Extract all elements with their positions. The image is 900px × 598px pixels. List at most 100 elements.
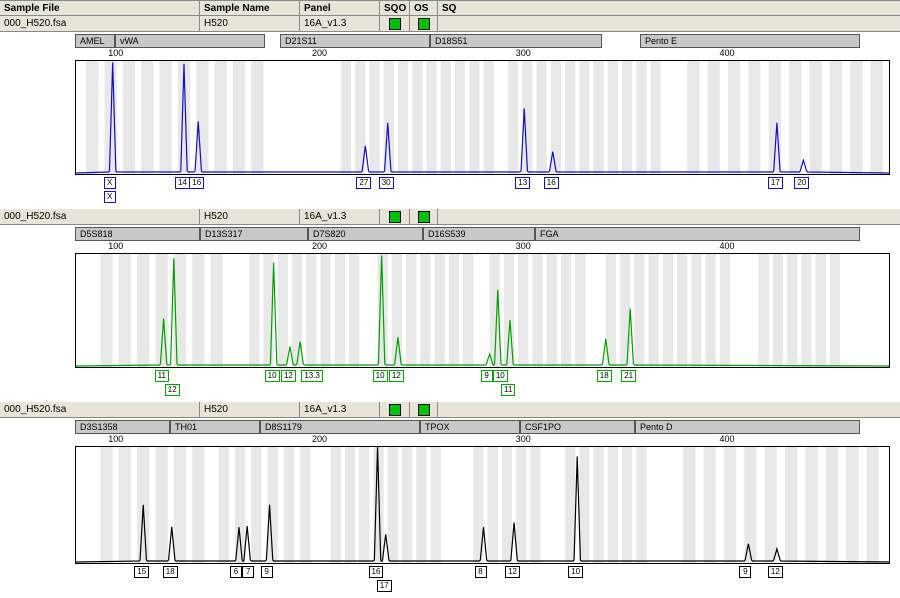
- allele-bin-band: [160, 61, 172, 175]
- allele-call-box[interactable]: 12: [505, 566, 520, 578]
- allele-call-box[interactable]: 18: [597, 370, 612, 382]
- trace-svg: [76, 61, 890, 175]
- allele-bin-band: [426, 61, 436, 175]
- allele-call-box[interactable]: 16: [189, 177, 204, 189]
- allele-call-box[interactable]: 16: [544, 177, 559, 189]
- allele-call-row: 1518679161781210912: [75, 564, 890, 592]
- allele-bin-band: [748, 61, 760, 175]
- allele-call-box[interactable]: 13: [515, 177, 530, 189]
- allele-call-box[interactable]: 12: [389, 370, 404, 382]
- allele-call-box[interactable]: 8: [475, 566, 487, 578]
- x-tick-label: 400: [719, 241, 734, 251]
- allele-call-box[interactable]: 17: [377, 580, 392, 592]
- sample-name-cell: H520: [200, 402, 300, 417]
- allele-bin-band: [636, 447, 646, 564]
- allele-call-box[interactable]: 10: [265, 370, 280, 382]
- allele-bin-band: [402, 447, 412, 564]
- x-axis-ticks: 100200300400: [75, 48, 890, 60]
- allele-bin-band: [561, 254, 571, 368]
- allele-call-box[interactable]: 12: [768, 566, 783, 578]
- allele-call-box[interactable]: 10: [373, 370, 388, 382]
- allele-call-box[interactable]: 11: [501, 384, 515, 396]
- marker-label-row: AMELvWAD21S11D18S51Pento E: [0, 32, 900, 48]
- allele-call-box[interactable]: 20: [794, 177, 809, 189]
- allele-call-box[interactable]: 9: [739, 566, 751, 578]
- allele-bin-band: [192, 254, 204, 368]
- allele-bin-band: [691, 254, 701, 368]
- os-cell: [410, 402, 438, 417]
- allele-bin-band: [867, 447, 879, 564]
- allele-bin-band: [759, 254, 769, 368]
- allele-call-box[interactable]: 13.3: [301, 370, 323, 382]
- header-sq: SQ: [438, 1, 462, 15]
- marker-label: D5S818: [75, 227, 200, 241]
- header-spacer: [462, 1, 900, 15]
- allele-call-box[interactable]: 10: [568, 566, 583, 578]
- electropherogram-panel: 000_H520.fsaH52016A_v1.3AMELvWAD21S11D18…: [0, 16, 900, 203]
- allele-bin-band: [141, 61, 153, 175]
- status-indicator-icon: [418, 18, 430, 30]
- allele-call-box[interactable]: 11: [155, 370, 169, 382]
- os-cell: [410, 16, 438, 31]
- allele-bin-band: [100, 254, 112, 368]
- marker-label: D13S317: [200, 227, 308, 241]
- allele-bin-band: [192, 447, 204, 564]
- allele-bin-band: [249, 254, 259, 368]
- allele-bin-band: [123, 61, 135, 175]
- allele-bin-band: [235, 447, 245, 564]
- allele-call-box[interactable]: 9: [481, 370, 493, 382]
- allele-bin-band: [416, 447, 426, 564]
- allele-bin-band: [649, 254, 659, 368]
- panel-cell: 16A_v1.3: [300, 209, 380, 224]
- allele-call-box[interactable]: 17: [768, 177, 783, 189]
- x-tick-label: 100: [108, 241, 123, 251]
- allele-bin-band: [846, 447, 858, 564]
- marker-label: AMEL: [75, 34, 115, 48]
- allele-bin-band: [634, 254, 644, 368]
- allele-call-box[interactable]: 7: [242, 566, 254, 578]
- allele-bin-band: [704, 447, 716, 564]
- allele-bin-band: [278, 254, 288, 368]
- allele-call-box[interactable]: 27: [356, 177, 371, 189]
- sqo-cell: [380, 16, 410, 31]
- allele-bin-band: [349, 254, 359, 368]
- allele-bin-band: [435, 254, 445, 368]
- allele-call-box[interactable]: X: [104, 191, 116, 203]
- allele-call-box[interactable]: 9: [261, 566, 273, 578]
- allele-bin-band: [359, 447, 369, 564]
- allele-call-box[interactable]: 18: [163, 566, 178, 578]
- allele-bin-band: [233, 61, 245, 175]
- allele-bin-band: [502, 447, 512, 564]
- x-tick-label: 300: [516, 241, 531, 251]
- allele-call-box[interactable]: 12: [281, 370, 296, 382]
- allele-call-box[interactable]: 16: [369, 566, 384, 578]
- marker-label: Pento D: [635, 420, 860, 434]
- allele-bin-band: [789, 61, 801, 175]
- allele-bin-band: [622, 61, 632, 175]
- sample-name-cell: H520: [200, 16, 300, 31]
- allele-bin-band: [251, 447, 261, 564]
- allele-bin-band: [119, 254, 131, 368]
- x-tick-label: 400: [719, 48, 734, 58]
- info-spacer: [462, 402, 900, 417]
- allele-call-box[interactable]: 14: [175, 177, 190, 189]
- allele-bin-band: [219, 447, 229, 564]
- allele-call-box[interactable]: 30: [379, 177, 394, 189]
- allele-call-box[interactable]: 10: [493, 370, 508, 382]
- allele-bin-band: [871, 61, 883, 175]
- allele-call-box[interactable]: 6: [230, 566, 242, 578]
- marker-label: D21S11: [280, 34, 430, 48]
- allele-call-box[interactable]: 12: [165, 384, 180, 396]
- allele-bin-band: [724, 447, 736, 564]
- allele-call-box[interactable]: X: [104, 177, 116, 189]
- status-indicator-icon: [389, 404, 401, 416]
- x-axis-ticks: 100200300400: [75, 434, 890, 446]
- allele-call-box[interactable]: 15: [134, 566, 149, 578]
- allele-bin-band: [620, 254, 630, 368]
- allele-bin-band: [826, 447, 838, 564]
- allele-bin-band: [469, 61, 479, 175]
- allele-bin-band: [663, 254, 673, 368]
- allele-call-box[interactable]: 21: [621, 370, 636, 382]
- x-tick-label: 300: [516, 48, 531, 58]
- allele-bin-band: [608, 447, 618, 564]
